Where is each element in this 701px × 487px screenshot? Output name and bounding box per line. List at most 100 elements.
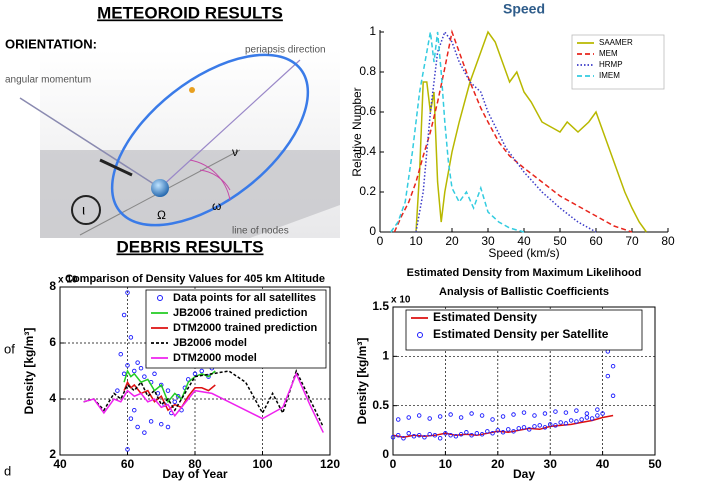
data-point <box>600 411 605 416</box>
y-tick-label: 6 <box>49 335 56 349</box>
x-tick-label: 50 <box>553 234 567 248</box>
x-tick-label: 10 <box>439 457 453 471</box>
legend-label: JB2006 model <box>173 337 247 349</box>
chart: 0 10 20 30 40 50 0 0.5 1 1.5 Estimated Density Esti… <box>355 267 662 481</box>
data-point <box>479 432 485 437</box>
orbit-diagram: periapsis direction angular momentum ν ω… <box>5 45 340 238</box>
data-point <box>390 434 396 440</box>
legend-label: Estimated Density per Satellite <box>433 327 609 341</box>
satellite <box>189 87 195 93</box>
data-point <box>175 393 181 399</box>
data-point <box>416 413 422 418</box>
diagram-label: angular momentum <box>5 75 91 86</box>
data-point <box>165 424 171 430</box>
data-point <box>125 363 130 368</box>
chart: 40 60 80 100 120 2 4 6 8 Data points for all sate… <box>22 273 340 481</box>
x-tick-label: 120 <box>320 457 340 471</box>
data-point <box>521 410 527 415</box>
legend-label: DTM2000 trained prediction <box>173 322 318 334</box>
y-tick-label: 0 <box>382 447 389 461</box>
diagram-label: line of nodes <box>232 226 289 237</box>
diagram-label: Ω <box>157 208 166 222</box>
x-tick-label: 30 <box>481 234 495 248</box>
y-tick-label: 0 <box>369 224 376 238</box>
y-tick-label: 0.5 <box>372 398 389 412</box>
chart: 0 10 20 30 40 50 60 70 80 0 0.2 0.4 0.6 0.8 1 SAAMER MEM… <box>350 1 675 260</box>
data-point <box>500 430 506 435</box>
data-point <box>135 424 140 430</box>
data-point <box>595 413 600 418</box>
legend-label: IMEM <box>599 71 620 80</box>
data-point <box>121 312 127 318</box>
data-point <box>469 411 474 416</box>
data-point <box>411 434 417 439</box>
y-tick-label: 0.8 <box>359 64 376 78</box>
data-point <box>199 368 204 374</box>
data-point <box>490 431 495 436</box>
y-tick-label: 8 <box>49 279 56 293</box>
chart-title: Estimated Density from Maximum Likelihoo… <box>407 267 642 279</box>
data-point <box>526 427 532 432</box>
legend-label: HRMP <box>599 60 623 69</box>
data-point <box>464 430 469 435</box>
data-point <box>458 415 464 420</box>
data-point <box>142 374 147 379</box>
data-point <box>542 411 548 416</box>
angle-arc <box>199 169 231 191</box>
data-point <box>185 377 191 382</box>
data-point <box>584 411 590 416</box>
periapsis-vector <box>159 59 301 189</box>
y-tick-label: 1 <box>369 24 376 38</box>
data-point <box>537 423 542 428</box>
inclination-ring <box>71 195 101 225</box>
x-axis-label: Speed (km/s) <box>488 246 559 260</box>
data-point <box>422 434 427 440</box>
data-point <box>563 421 569 426</box>
node-marker <box>99 158 133 177</box>
series-line <box>83 371 324 433</box>
legend-label: Estimated Density <box>433 310 537 324</box>
x-tick-label: 20 <box>491 457 505 471</box>
angular-momentum-vector <box>19 97 161 189</box>
y-tick-label: 1 <box>382 349 389 363</box>
orientation-label: ORIENTATION: <box>5 36 97 51</box>
data-point <box>458 432 464 437</box>
x-tick-label: 50 <box>648 457 662 471</box>
series-line <box>123 380 216 412</box>
data-point <box>511 412 516 417</box>
data-point <box>479 413 485 418</box>
x-tick-label: 70 <box>625 234 639 248</box>
data-point <box>416 433 422 438</box>
data-point <box>605 373 611 379</box>
legend-marker <box>157 295 163 301</box>
legend <box>405 309 643 351</box>
section-heading: DEBRIS RESULTS <box>116 237 263 256</box>
y-axis-label: Relative Number <box>350 87 364 176</box>
data-point <box>158 421 164 427</box>
data-point <box>118 351 123 357</box>
data-point <box>427 416 432 421</box>
legend-label: DTM2000 model <box>173 352 257 364</box>
data-point <box>532 413 537 418</box>
legend-label: Data points for all satellites <box>173 292 316 304</box>
data-point <box>506 427 511 432</box>
data-point <box>547 422 553 427</box>
series-line <box>415 30 597 233</box>
y-tick-label: 0.4 <box>359 144 376 158</box>
y-tick-label: 4 <box>49 391 56 405</box>
data-point <box>406 415 411 420</box>
data-point <box>125 290 130 295</box>
y-tick-label: 2 <box>49 447 56 461</box>
x-tick-label: 60 <box>589 234 603 248</box>
data-point <box>469 433 474 438</box>
x-tick-label: 40 <box>596 457 610 471</box>
legend-label: SAAMER <box>599 38 633 47</box>
data-point <box>152 371 157 377</box>
data-point <box>553 409 558 414</box>
chart-title: Analysis of Ballistic Coefficients <box>439 286 609 298</box>
data-point <box>448 433 453 438</box>
diagram-label: ω <box>212 199 221 213</box>
diagram-label: ι <box>82 202 85 218</box>
x-tick-label: 80 <box>188 457 202 471</box>
earth <box>151 179 169 197</box>
